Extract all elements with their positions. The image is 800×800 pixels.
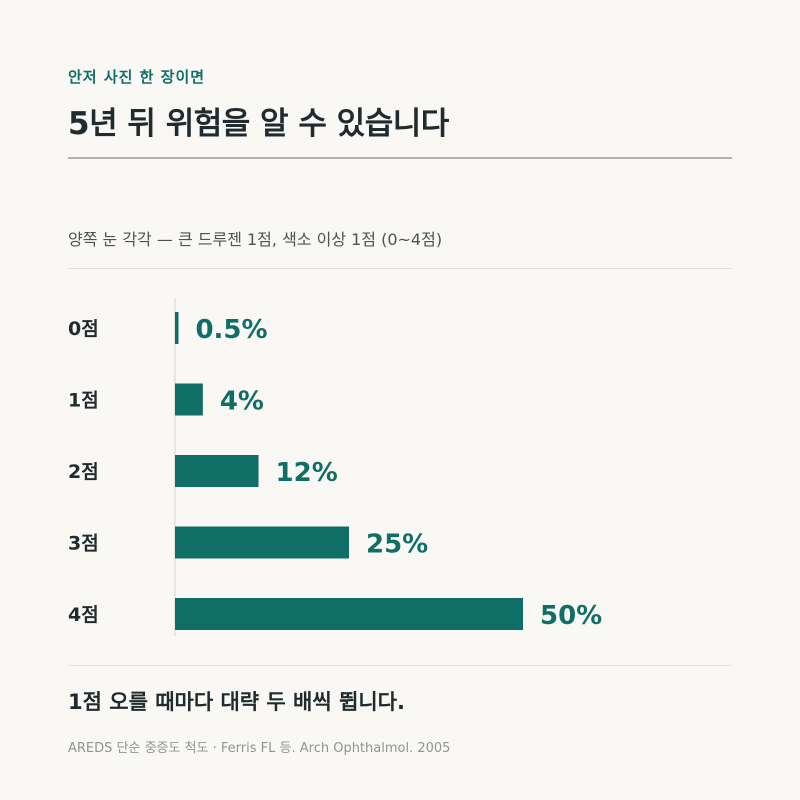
subtitle-divider [68, 268, 732, 269]
page-title: 5년 뒤 위험을 알 수 있습니다 [68, 106, 449, 142]
category-label: 2점 [68, 461, 99, 483]
bar [175, 455, 259, 487]
bar [175, 383, 203, 416]
risk-bar-chart: 0점 0.5% 1점 4% 2점 12% 3점 25% 4점 50% [68, 298, 602, 636]
takeaway-text: 1점 오를 때마다 대략 두 배씩 뜁니다. [68, 690, 405, 714]
value-label: 50% [540, 601, 602, 631]
category-label: 1점 [68, 390, 99, 412]
bar [175, 312, 179, 344]
chart-subtitle: 양쪽 눈 각각 — 큰 드루젠 1점, 색소 이상 1점 (0~4점) [68, 230, 443, 249]
value-label: 12% [276, 458, 338, 488]
value-label: 0.5% [195, 315, 267, 345]
footer-divider [68, 665, 732, 666]
category-label: 3점 [68, 533, 99, 555]
category-label: 4점 [68, 604, 99, 626]
title-divider [68, 157, 732, 159]
source-citation: AREDS 단순 중증도 척도 · Ferris FL 등. Arch Opht… [68, 741, 451, 756]
value-label: 4% [220, 387, 264, 417]
bar [175, 526, 349, 559]
eyebrow-text: 안저 사진 한 장이면 [68, 68, 206, 86]
value-label: 25% [366, 530, 428, 560]
bar [175, 598, 523, 630]
category-label: 0점 [68, 318, 99, 340]
